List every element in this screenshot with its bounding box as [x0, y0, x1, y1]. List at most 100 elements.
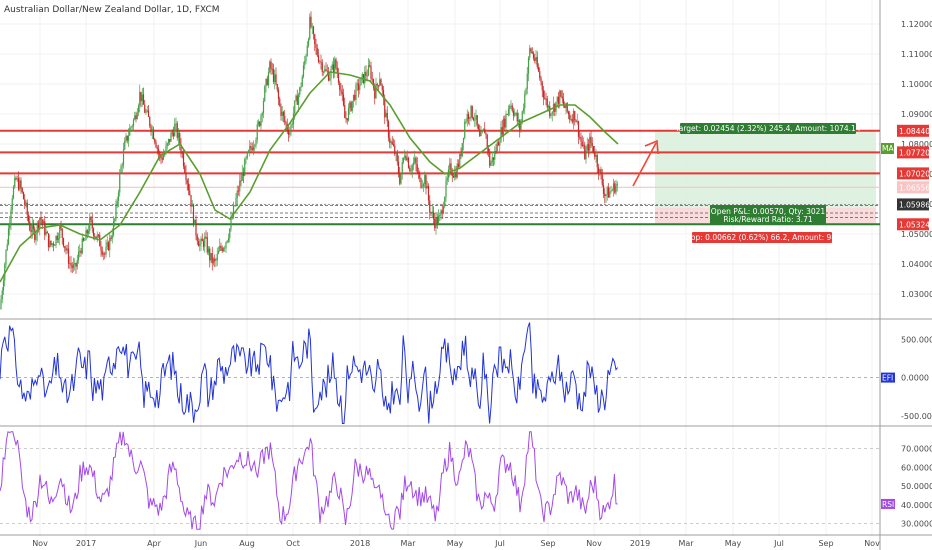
candle-body	[456, 163, 458, 178]
candle-body	[344, 105, 346, 119]
candle-body	[266, 78, 268, 86]
candle-body	[340, 89, 342, 92]
current-price-badge-text: 1.05986	[899, 200, 930, 209]
candle-body	[551, 111, 553, 115]
candle-body	[431, 211, 433, 213]
efi-tick-label: 500.0000	[901, 335, 932, 344]
candle-body	[567, 111, 570, 115]
candle-body	[470, 105, 472, 118]
candle-body	[201, 238, 203, 242]
candle-body	[382, 90, 385, 99]
candle-body	[86, 230, 88, 234]
candle-body	[255, 139, 257, 146]
candle-body	[440, 210, 442, 216]
candle-body	[454, 172, 456, 178]
efi-tick-label: 0.0000	[901, 374, 929, 383]
chart-title: Australian Dollar/New Zealand Dollar, 1D…	[4, 5, 220, 15]
candle-body	[439, 215, 441, 217]
candle-body	[336, 67, 338, 74]
candle-body	[279, 98, 281, 106]
price-candles	[0, 11, 618, 310]
candle-body	[22, 192, 25, 200]
candle-body	[616, 183, 618, 186]
candle-body	[587, 144, 590, 151]
candle-body	[116, 200, 118, 204]
candle-body	[9, 223, 11, 229]
time-tick-label: Sep	[818, 539, 833, 548]
candle-body	[434, 218, 436, 228]
candle-body	[229, 228, 231, 238]
candle-body	[275, 74, 277, 85]
stop-label-text: Stop: 0.00662 (0.62%) 66.2, Amount: 980	[683, 233, 841, 242]
candle-body	[152, 129, 155, 140]
candle-body	[469, 117, 471, 119]
candle-body	[296, 95, 298, 105]
candle-body	[444, 197, 446, 207]
efi-badge-box	[881, 372, 895, 383]
candle-body	[569, 114, 571, 120]
candle-body	[584, 144, 586, 160]
time-tick-label: Sep	[540, 539, 555, 548]
candle-body	[490, 162, 492, 166]
efi-badge-text: EFI	[882, 374, 893, 383]
candle-body	[479, 129, 481, 137]
candle-body	[32, 224, 35, 229]
candle-body	[5, 249, 7, 265]
candle-body	[235, 197, 237, 206]
candle-body	[211, 253, 213, 264]
candle-body	[337, 73, 340, 83]
candle-body	[364, 71, 366, 84]
candle-body	[522, 108, 525, 112]
candle-body	[310, 16, 312, 27]
candle-body	[42, 221, 45, 224]
time-axis: Nov 2017 Apr Jun Aug Oct 2018 Mar May Jul Sep Nov 20…	[32, 539, 880, 548]
candle-body	[162, 155, 165, 160]
candle-body	[486, 135, 488, 149]
candle-body	[371, 78, 373, 80]
price-axis: 1.12000 1.11000 1.10000 1.09000 1.08000 1.070…	[881, 20, 932, 529]
candle-body	[459, 154, 461, 167]
candle-body	[111, 235, 113, 239]
candle-body	[417, 171, 420, 174]
level-badge	[897, 218, 929, 231]
candle-body	[521, 111, 523, 122]
candle-body	[421, 186, 423, 188]
price-tick-label: 1.12000	[901, 20, 932, 29]
candle-body	[536, 56, 538, 67]
candle-body	[577, 121, 580, 137]
candle-body	[246, 152, 248, 159]
current-price-badge	[897, 198, 929, 211]
candle-body	[351, 101, 353, 111]
candle-body	[559, 90, 561, 104]
candle-body	[484, 128, 486, 134]
candle-body	[189, 190, 191, 196]
candle-body	[601, 174, 603, 185]
candle-body	[392, 144, 395, 146]
candle-body	[136, 112, 138, 119]
candle-body	[75, 263, 77, 267]
candle-body	[130, 127, 132, 129]
candle-body	[311, 26, 313, 28]
candle-body	[449, 163, 451, 170]
candle-body	[472, 117, 475, 120]
candle-body	[499, 142, 501, 146]
candle-body	[424, 175, 426, 185]
candle-body	[104, 253, 106, 255]
candle-body	[447, 169, 450, 178]
candle-body	[24, 199, 26, 205]
candle-body	[450, 163, 452, 174]
level-badge	[897, 124, 929, 137]
candle-body	[175, 123, 177, 125]
candle-body	[67, 248, 70, 264]
candle-body	[172, 132, 175, 137]
candle-body	[360, 77, 362, 86]
candle-body	[10, 209, 12, 224]
candle-body	[62, 237, 65, 247]
price-tick-label: 1.05000	[901, 230, 932, 239]
candle-body	[331, 64, 333, 70]
candle-body	[477, 125, 480, 130]
candle-body	[497, 142, 500, 146]
candle-body	[460, 154, 462, 156]
candle-body	[45, 231, 47, 235]
